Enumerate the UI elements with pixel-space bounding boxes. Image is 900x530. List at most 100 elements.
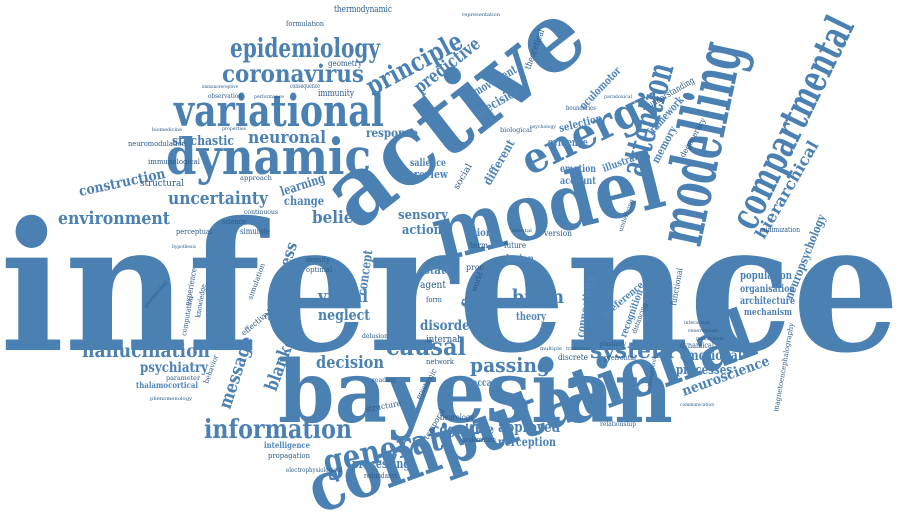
- word-architecture: architecture: [740, 296, 795, 307]
- word-approved: approved: [498, 418, 560, 436]
- word-system: system: [590, 338, 674, 364]
- word-account: account: [560, 176, 596, 187]
- word-redundancy: redundancy: [364, 472, 398, 480]
- word-uncertainty: uncertainty: [168, 188, 268, 209]
- word-neglect: neglect: [318, 306, 370, 324]
- word-dynamic: dynamic: [166, 127, 371, 186]
- word-structural: structural: [140, 179, 184, 189]
- word-biomedicine: biomedicine: [152, 127, 182, 133]
- word-proc: proc: [466, 263, 485, 272]
- word-multiple: multiple: [540, 346, 562, 352]
- word-approach: approach: [240, 175, 272, 182]
- word-perceptual: perceptual: [176, 228, 213, 236]
- word-inference: inference: [0, 183, 900, 392]
- word-boundaries: boundaries: [566, 105, 596, 112]
- word-neuronal: neuronal: [248, 128, 326, 148]
- word-cognitive: cognitive: [432, 422, 494, 438]
- word-observation: observation: [208, 93, 242, 100]
- word-term: term: [470, 241, 488, 250]
- word-simulate: simulate: [240, 227, 270, 236]
- word-optimal: optimal: [306, 266, 333, 274]
- word-minimization: minimization: [760, 226, 800, 234]
- word-biological: biological: [500, 127, 532, 134]
- word-neurology: neurology: [440, 413, 474, 422]
- word-agent: agent: [420, 280, 446, 291]
- word-relationship: relationship: [600, 421, 636, 428]
- word-intelligence: intelligence: [264, 440, 310, 450]
- word-population: population: [740, 269, 792, 282]
- word-performance: performance: [254, 94, 284, 100]
- word-electrophysiological: electrophysiological: [286, 467, 342, 474]
- word-reading: reading: [372, 377, 396, 384]
- word-variational: variational: [173, 86, 384, 137]
- word-science: science: [222, 218, 246, 226]
- word-immunity: immunity: [318, 89, 355, 99]
- word-organisation: organisation: [740, 284, 796, 295]
- word-stochastic: stochastic: [172, 134, 234, 149]
- word-emotion: emotion: [560, 164, 597, 175]
- word-decision: decision: [316, 353, 384, 373]
- word-lesion: lesion: [506, 254, 535, 265]
- word-thermodynamic: thermodynamic: [334, 5, 392, 15]
- word-form: form: [426, 296, 442, 304]
- word-continuous: continuous: [244, 209, 278, 216]
- word-representation: representation: [462, 12, 501, 18]
- word-review: review: [414, 168, 448, 181]
- word-properties: properties: [222, 126, 246, 132]
- word-evidence: evidence: [548, 136, 588, 149]
- word-neuromodulation: neuromodulation: [128, 140, 186, 148]
- word-delusion: delusion: [362, 333, 388, 340]
- word-interaction: interaction: [684, 320, 711, 326]
- word-geometry: geometry: [328, 59, 362, 68]
- word-state: state: [424, 264, 452, 277]
- word-immunoreceptive: immunoreceptive: [202, 84, 238, 90]
- word-future: future: [504, 241, 526, 250]
- word-processes: processes: [676, 363, 732, 378]
- word-emotional: emotional: [680, 348, 742, 364]
- word-formulation: formulation: [286, 20, 324, 28]
- word-response: response: [366, 126, 418, 140]
- word-salience: salience: [410, 158, 446, 169]
- word-phenomenology: phenomenology: [150, 396, 192, 402]
- word-propagation: propagation: [268, 452, 310, 460]
- word-immunological: immunological: [148, 158, 201, 166]
- word-change: change: [284, 194, 324, 208]
- word-theory: theory: [516, 310, 546, 323]
- word-epidemiology: epidemiology: [230, 34, 381, 64]
- word-passing: passing: [470, 353, 550, 377]
- word-processing: processing: [352, 457, 410, 472]
- word-density: density: [306, 256, 330, 264]
- word-mental: mental: [512, 228, 532, 234]
- word-disorder: disorder: [420, 318, 477, 334]
- word-paradoxical: paradoxical: [604, 94, 632, 100]
- word-environment: environment: [58, 208, 171, 229]
- word-dynamical: dynamical: [680, 341, 714, 350]
- word-internal: internal: [426, 335, 460, 345]
- word-reservation: reservation: [688, 328, 719, 334]
- word-mechanism: mechanism: [744, 308, 792, 318]
- word-parameter: parameter: [166, 375, 200, 382]
- word-transition: transition: [566, 346, 591, 352]
- word-prefrontal: prefrontal: [604, 354, 637, 362]
- word-saccade: saccade: [468, 378, 502, 389]
- word-metabolism: metabolism: [696, 336, 724, 342]
- word-visual: visual: [317, 287, 368, 307]
- word-plasticity: plasticity: [600, 341, 627, 348]
- word-coronavirus: coronavirus: [222, 59, 364, 88]
- word-action: action: [402, 223, 442, 238]
- word-causal: causal: [386, 332, 466, 361]
- word-version: version: [543, 229, 572, 238]
- word-psychology: psychology: [530, 124, 556, 130]
- word-consequence: consequence: [290, 83, 320, 90]
- word-psychiatry: psychiatry: [140, 360, 209, 376]
- word-hypothesis: hypothesis: [172, 244, 196, 250]
- word-brain: brain: [512, 286, 564, 308]
- word-bayesian: bayesian: [278, 342, 673, 443]
- word-information: information: [204, 415, 352, 445]
- word-concept: concept: [355, 249, 376, 297]
- word-discrete: discrete: [558, 353, 588, 362]
- word-belief: belief: [312, 208, 362, 228]
- word-communication: communication: [680, 402, 715, 408]
